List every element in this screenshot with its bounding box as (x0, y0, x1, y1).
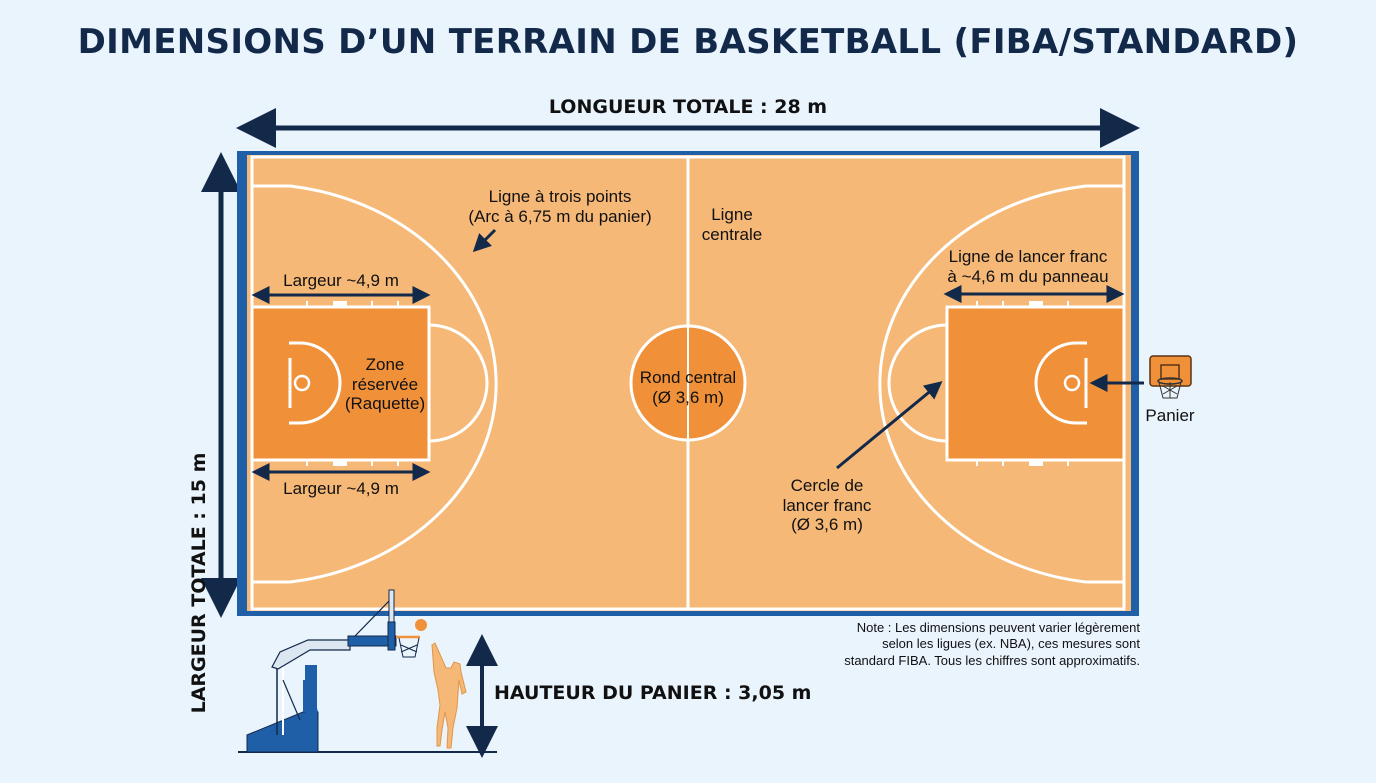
note-text: Note : Les dimensions peuvent varier lég… (844, 620, 1140, 668)
basket-label: Panier (1145, 406, 1195, 425)
key-width-label-bottom: Largeur ~4,9 m (283, 479, 399, 498)
hoop-stand-illustration (238, 589, 497, 753)
free-throw-circle-label: Cercle de lancer franc (Ø 3,6 m) (782, 476, 872, 535)
free-throw-circle-right (887, 323, 948, 443)
three-point-label: Ligne à trois points (Arc à 6,75 m du pa… (468, 187, 652, 226)
three-point-line-right (878, 184, 1124, 584)
center-circle-label: Rond central (Ø 3,6 m) (639, 368, 737, 407)
player-silhouette (431, 642, 467, 749)
three-point-pointer (472, 228, 497, 253)
width-label: LARGEUR TOTALE : 15 m (188, 452, 210, 714)
restricted-zone-label: Zone réservée (Raquette) (344, 355, 426, 414)
free-throw-circle-left (428, 323, 489, 443)
key-width-label-top: Largeur ~4,9 m (283, 271, 399, 290)
center-line-label: Ligne centrale (701, 205, 763, 244)
basket-icon (1149, 355, 1192, 399)
free-throw-line-label: Ligne de lancer franc à ~4,6 m du pannea… (947, 247, 1109, 286)
ft-circle-pointer (836, 381, 943, 470)
hoop-height-label: HAUTEUR DU PANIER : 3,05 m (494, 682, 812, 704)
length-label: LONGUEUR TOTALE : 28 m (548, 96, 828, 118)
page-title: DIMENSIONS D’UN TERRAIN DE BASKETBALL (F… (77, 22, 1299, 62)
three-point-line-left (252, 184, 498, 584)
